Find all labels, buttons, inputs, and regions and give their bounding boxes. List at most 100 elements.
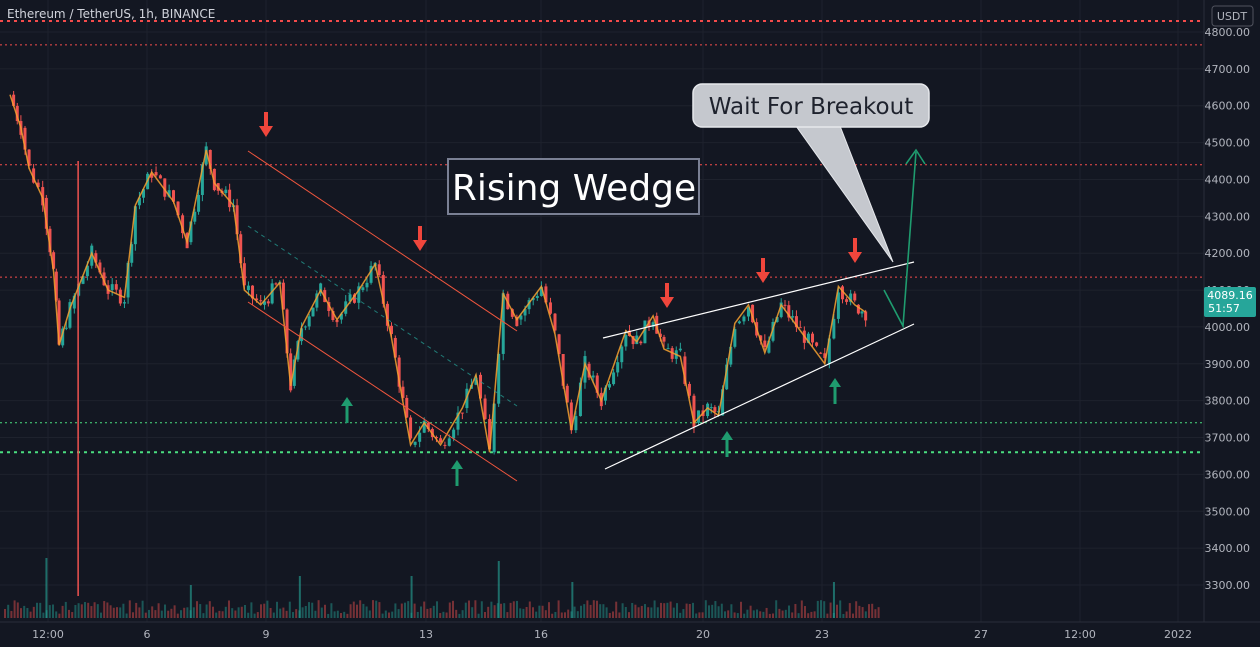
volume-spike xyxy=(497,561,500,618)
volume-bar xyxy=(109,605,112,618)
volume-bar xyxy=(87,602,90,618)
currency-badge[interactable] xyxy=(1211,5,1254,27)
candle-body xyxy=(474,378,478,385)
volume-bar xyxy=(714,601,717,618)
volume-bar xyxy=(442,611,445,618)
volume-bar xyxy=(288,601,291,618)
volume-bar xyxy=(688,603,691,618)
volume-bar xyxy=(196,601,198,618)
price-tick-label: 4800.00 xyxy=(1205,26,1251,39)
price-tick-label: 3300.00 xyxy=(1205,579,1251,592)
volume-bar xyxy=(596,600,598,618)
candle-body xyxy=(126,262,130,298)
volume-bar xyxy=(672,607,675,618)
volume-bar xyxy=(336,610,339,618)
volume-bar xyxy=(388,612,390,618)
candle-body xyxy=(497,353,501,404)
candle-body xyxy=(255,298,259,301)
volume-bar xyxy=(487,606,490,618)
candle-body xyxy=(81,276,85,284)
volume-bar xyxy=(730,604,733,618)
volume-bar xyxy=(874,609,877,618)
volume-bar xyxy=(292,612,294,618)
candle-body xyxy=(791,316,795,318)
channel-upper-line[interactable] xyxy=(247,150,518,332)
pattern-title-box[interactable] xyxy=(447,158,700,215)
sell-arrow-icon xyxy=(756,258,770,283)
volume-bar xyxy=(640,605,643,618)
candle-body xyxy=(488,419,492,450)
volume-bar xyxy=(698,612,701,618)
candle-body xyxy=(557,334,561,355)
candle-body xyxy=(587,363,591,378)
volume-bar xyxy=(602,604,605,618)
candle-body xyxy=(658,333,662,337)
volume-spike xyxy=(571,582,574,618)
candle-body xyxy=(737,321,741,324)
candle-body xyxy=(501,293,505,354)
volume-bar xyxy=(400,603,403,618)
candle-body xyxy=(251,285,255,299)
volume-bar xyxy=(544,610,547,618)
time-axis[interactable] xyxy=(0,622,1204,647)
volume-bar xyxy=(7,604,10,618)
candle-body xyxy=(578,382,582,417)
candle-body xyxy=(815,342,819,346)
candle-body xyxy=(591,375,595,378)
wedge-upper-line[interactable] xyxy=(602,261,915,339)
volume-bar xyxy=(397,609,400,618)
volume-bar xyxy=(528,601,531,618)
channel-mid-line[interactable] xyxy=(247,225,518,407)
candle-body xyxy=(285,309,289,354)
candle-body xyxy=(163,178,167,197)
candle-body xyxy=(189,221,193,243)
volume-bar xyxy=(541,605,544,618)
candle-body xyxy=(832,318,836,339)
candle-body xyxy=(307,316,311,327)
candle-body xyxy=(616,362,620,373)
candle-body xyxy=(746,307,750,317)
candle-body xyxy=(23,127,27,150)
candle-body xyxy=(569,402,573,431)
volume-bar xyxy=(266,600,269,618)
candle-body xyxy=(385,303,389,326)
wedge-lower-line[interactable] xyxy=(604,323,915,470)
candle-body xyxy=(303,326,307,328)
volume-bar xyxy=(202,613,205,618)
candle-body xyxy=(687,383,691,396)
volume-bar xyxy=(276,601,278,618)
volume-bar xyxy=(749,605,752,618)
volume-bar xyxy=(768,613,771,618)
candle-body xyxy=(12,94,16,106)
volume-bar xyxy=(560,612,563,618)
volume-bar xyxy=(269,607,272,618)
candle-body xyxy=(27,149,31,166)
volume-bar xyxy=(346,613,349,618)
volume-bar xyxy=(154,610,157,618)
volume-bar xyxy=(455,609,458,618)
candle-body xyxy=(263,301,267,305)
price-tick-label: 3700.00 xyxy=(1205,432,1251,445)
volume-bar xyxy=(391,611,394,618)
volume-bar xyxy=(423,601,426,618)
breakout-projection-line[interactable] xyxy=(883,151,917,329)
candle-body xyxy=(713,407,717,412)
candle-body xyxy=(771,321,775,341)
candle-body xyxy=(666,348,670,350)
volume-bar xyxy=(176,613,179,618)
volume-bar xyxy=(112,607,115,618)
sell-arrow-icon xyxy=(848,238,862,263)
volume-bar xyxy=(474,600,477,618)
volume-bar xyxy=(797,613,800,618)
volume-bar xyxy=(394,603,397,618)
volume-bar xyxy=(157,603,160,618)
chart-grid xyxy=(0,0,1204,622)
candle-body xyxy=(603,387,607,401)
breakout-callout[interactable]: Wait For Breakout xyxy=(692,83,930,263)
channel-lower-line[interactable] xyxy=(247,301,518,482)
zigzag-line[interactable] xyxy=(9,94,867,453)
candle-body xyxy=(608,384,611,388)
volume-bar xyxy=(77,603,80,618)
candle-body xyxy=(595,375,599,393)
